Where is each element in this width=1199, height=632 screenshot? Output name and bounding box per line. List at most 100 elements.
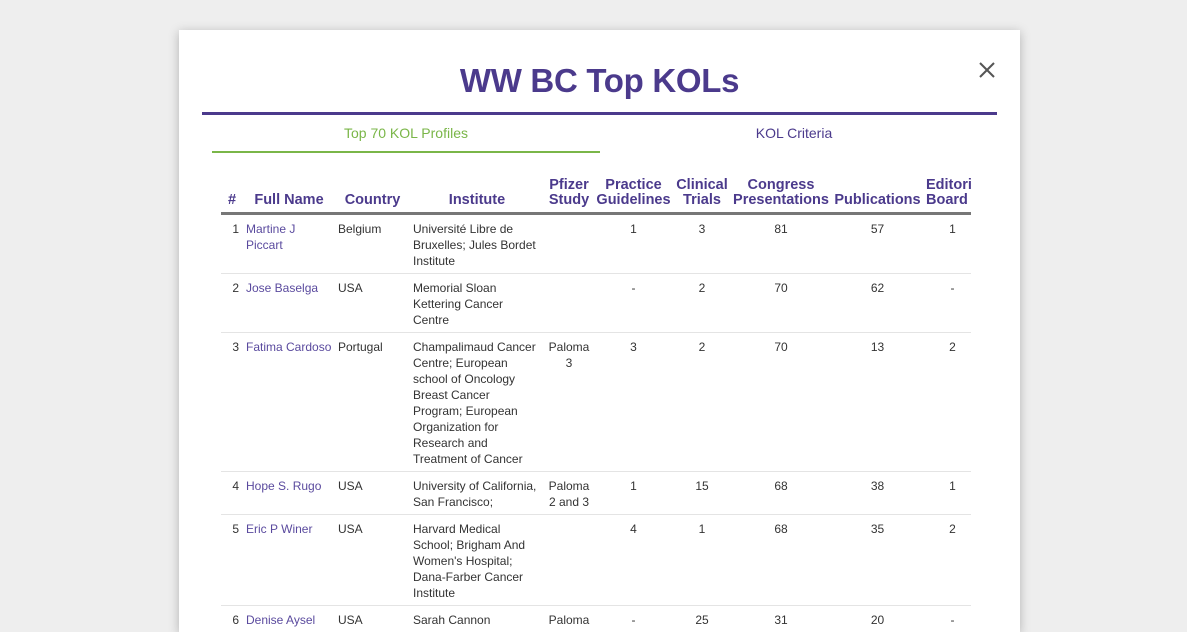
header-clinical-line-2: Trials xyxy=(683,191,721,208)
cell-practice-guidelines: 1 xyxy=(594,471,673,515)
cell-publications: 13 xyxy=(831,332,924,472)
cell-index: 6 xyxy=(221,605,243,632)
header-editorial-board: EditorialBoard xyxy=(924,170,971,215)
cell-full-name: Jose Baselga xyxy=(243,273,335,333)
tab-top-70-kol-profiles[interactable]: Top 70 KOL Profiles xyxy=(212,125,600,153)
cell-institute: Université Libre de Bruxelles; Jules Bor… xyxy=(410,213,544,274)
cell-publications: 57 xyxy=(831,213,924,274)
cell-clinical-trials: 1 xyxy=(673,514,731,606)
cell-institute: Sarah Cannon xyxy=(410,605,544,632)
cell-practice-guidelines: 1 xyxy=(594,213,673,274)
cell-congress-presentations: 68 xyxy=(731,514,831,606)
kol-name-link[interactable]: Jose Baselga xyxy=(246,280,319,295)
modal-title: WW BC Top KOLs xyxy=(459,62,740,99)
header-pfizer-line-1: Pfizer xyxy=(549,176,589,193)
table-row: 3 Fatima Cardoso Portugal Champalimaud C… xyxy=(221,332,971,472)
header-editorial-line-1: Editorial xyxy=(926,176,971,193)
tab-kol-criteria[interactable]: KOL Criteria xyxy=(755,125,833,141)
cell-pfizer-study: Paloma 3 xyxy=(544,332,594,472)
header-pfizer-line-2: Study xyxy=(548,191,590,208)
cell-congress-presentations: 70 xyxy=(731,273,831,333)
kol-modal: WW BC Top KOLs Top 70 KOL Profiles KOL C… xyxy=(179,30,1020,632)
cell-full-name: Denise Aysel xyxy=(243,605,335,632)
table-row: 2 Jose Baselga USA Memorial Sloan Ketter… xyxy=(221,273,971,333)
header-congress-presentations: Congress Presentations xyxy=(731,170,831,215)
header-clinical-line-1: Clinical xyxy=(676,176,728,193)
cell-publications: 62 xyxy=(831,273,924,333)
kol-table: # Full Name Country Institute Pfizer Stud… xyxy=(221,170,971,632)
cell-index: 5 xyxy=(221,514,243,606)
cell-congress-presentations: 31 xyxy=(731,605,831,632)
kol-name-link[interactable]: Denise Aysel xyxy=(246,612,316,627)
header-institute: Institute xyxy=(410,170,544,215)
cell-country: USA xyxy=(335,471,410,515)
cell-country: USA xyxy=(335,514,410,606)
header-practice-line-1: Practice xyxy=(605,176,662,193)
cell-editorial-board: 2 xyxy=(924,332,971,472)
cell-index: 2 xyxy=(221,273,243,333)
header-publications: Publications xyxy=(831,170,924,215)
cell-practice-guidelines: - xyxy=(594,605,673,632)
cell-editorial-board: 1 xyxy=(924,213,971,274)
close-icon xyxy=(979,62,995,78)
header-clinical-trials: Clinical Trials xyxy=(673,170,731,215)
cell-practice-guidelines: - xyxy=(594,273,673,333)
cell-institute: Memorial Sloan Kettering Cancer Centre xyxy=(410,273,544,333)
table-row: 5 Eric P Winer USA Harvard Medical Schoo… xyxy=(221,514,971,606)
cell-pfizer-study xyxy=(544,514,594,606)
header-country: Country xyxy=(335,170,410,215)
table-row: 6 Denise Aysel USA Sarah Cannon Paloma -… xyxy=(221,605,971,632)
cell-congress-presentations: 68 xyxy=(731,471,831,515)
header-pfizer-study: Pfizer Study xyxy=(544,170,594,215)
cell-editorial-board: - xyxy=(924,605,971,632)
cell-country: USA xyxy=(335,273,410,333)
cell-publications: 35 xyxy=(831,514,924,606)
title-divider xyxy=(202,112,997,115)
cell-index: 1 xyxy=(221,213,243,274)
cell-publications: 38 xyxy=(831,471,924,515)
page-background-strip xyxy=(1187,0,1199,632)
kol-name-link[interactable]: Hope S. Rugo xyxy=(246,478,322,493)
cell-clinical-trials: 15 xyxy=(673,471,731,515)
kol-name-link[interactable]: Eric P Winer xyxy=(246,521,313,536)
cell-pfizer-study: Paloma 2 and 3 xyxy=(544,471,594,515)
cell-country: USA xyxy=(335,605,410,632)
kol-table-container[interactable]: # Full Name Country Institute Pfizer Stud… xyxy=(221,170,971,632)
header-full-name: Full Name xyxy=(243,170,335,215)
cell-practice-guidelines: 3 xyxy=(594,332,673,472)
header-practice-guidelines: Practice Guidelines xyxy=(594,170,673,215)
cell-institute: University of California, San Francisco; xyxy=(410,471,544,515)
cell-country: Belgium xyxy=(335,213,410,274)
cell-institute: Champalimaud Cancer Centre; European sch… xyxy=(410,332,544,472)
cell-clinical-trials: 3 xyxy=(673,213,731,274)
header-index: # xyxy=(221,170,243,215)
table-row: 1 Martine J Piccart Belgium Université L… xyxy=(221,213,971,274)
cell-full-name: Martine J Piccart xyxy=(243,213,335,274)
cell-full-name: Fatima Cardoso xyxy=(243,332,335,472)
cell-congress-presentations: 81 xyxy=(731,213,831,274)
header-congress-line-1: Congress xyxy=(747,176,815,193)
kol-name-link[interactable]: Martine J Piccart xyxy=(246,221,296,252)
kol-name-link[interactable]: Fatima Cardoso xyxy=(246,339,332,354)
header-editorial-line-2: Board xyxy=(926,191,968,208)
cell-pfizer-study: Paloma xyxy=(544,605,594,632)
header-congress-line-2: Presentations xyxy=(733,191,829,208)
cell-clinical-trials: 2 xyxy=(673,332,731,472)
cell-pfizer-study xyxy=(544,273,594,333)
cell-index: 4 xyxy=(221,471,243,515)
cell-clinical-trials: 25 xyxy=(673,605,731,632)
close-button[interactable] xyxy=(975,58,999,82)
cell-full-name: Eric P Winer xyxy=(243,514,335,606)
cell-practice-guidelines: 4 xyxy=(594,514,673,606)
cell-full-name: Hope S. Rugo xyxy=(243,471,335,515)
cell-pfizer-study xyxy=(544,213,594,274)
cell-clinical-trials: 2 xyxy=(673,273,731,333)
cell-congress-presentations: 70 xyxy=(731,332,831,472)
header-practice-line-2: Guidelines xyxy=(596,191,671,208)
cell-institute: Harvard Medical School; Brigham And Wome… xyxy=(410,514,544,606)
table-row: 4 Hope S. Rugo USA University of Califor… xyxy=(221,471,971,515)
cell-editorial-board: - xyxy=(924,273,971,333)
cell-editorial-board: 2 xyxy=(924,514,971,606)
cell-country: Portugal xyxy=(335,332,410,472)
cell-index: 3 xyxy=(221,332,243,472)
